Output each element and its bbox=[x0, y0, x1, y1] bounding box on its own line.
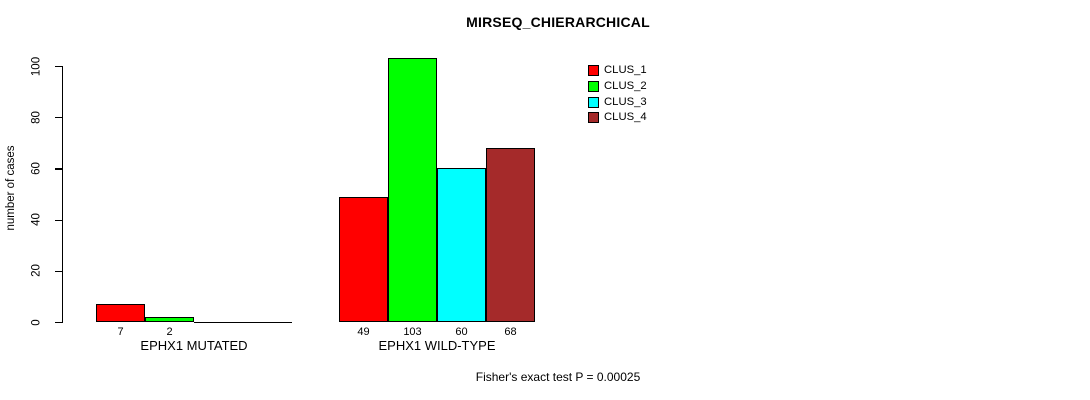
legend-label: CLUS_3 bbox=[604, 95, 647, 108]
bar-value-label: 2 bbox=[166, 326, 173, 338]
legend-label: CLUS_2 bbox=[604, 80, 647, 93]
bar-clus_1-group1 bbox=[339, 197, 388, 322]
x-group-label: EPHX1 WILD-TYPE bbox=[378, 338, 496, 353]
bar-clus_2-group0 bbox=[145, 317, 194, 322]
y-tick-mark bbox=[55, 117, 62, 119]
bar-clus_2-group1 bbox=[388, 58, 437, 322]
bar-value-label: 103 bbox=[403, 326, 422, 338]
y-axis-line bbox=[62, 66, 64, 323]
bar-value-label: 7 bbox=[117, 326, 124, 338]
legend-item: CLUS_2 bbox=[588, 79, 647, 95]
y-tick-mark bbox=[55, 168, 62, 170]
y-tick-label: 100 bbox=[30, 56, 43, 76]
bar-clus_1-group0 bbox=[96, 304, 145, 322]
y-tick-mark bbox=[55, 270, 62, 272]
legend-item: CLUS_1 bbox=[588, 63, 647, 79]
y-tick-label: 20 bbox=[30, 264, 43, 278]
y-tick-mark bbox=[55, 219, 62, 221]
bar-clus_3-group1 bbox=[437, 168, 486, 322]
legend-label: CLUS_4 bbox=[604, 111, 647, 124]
legend-swatch-clus_3 bbox=[588, 96, 599, 108]
y-tick-label: 40 bbox=[30, 213, 43, 226]
y-tick-mark bbox=[55, 322, 62, 324]
legend-item: CLUS_4 bbox=[588, 110, 647, 126]
legend-label: CLUS_1 bbox=[604, 64, 647, 77]
bar-value-label: 49 bbox=[357, 326, 370, 338]
y-tick-label: 0 bbox=[30, 318, 43, 326]
legend-swatch-clus_4 bbox=[588, 112, 599, 124]
y-tick-label: 80 bbox=[30, 110, 43, 124]
bar-clus_3-group0-zero bbox=[194, 322, 243, 323]
bar-value-label: 60 bbox=[455, 326, 468, 338]
bar-clus_4-group0-zero bbox=[243, 322, 292, 323]
bar-clus_4-group1 bbox=[486, 148, 535, 322]
x-group-label: EPHX1 MUTATED bbox=[140, 338, 248, 353]
legend-swatch-clus_1 bbox=[588, 65, 599, 77]
legend: CLUS_1 CLUS_2 CLUS_3 CLUS_4 bbox=[588, 63, 647, 126]
legend-swatch-clus_2 bbox=[588, 81, 599, 93]
bar-value-label: 68 bbox=[504, 326, 517, 338]
plot-title: MIRSEQ_CHIERARCHICAL bbox=[466, 14, 650, 30]
y-tick-mark bbox=[55, 66, 62, 68]
annotation-text: Fisher's exact test P = 0.00025 bbox=[475, 370, 641, 384]
legend-item: CLUS_3 bbox=[588, 94, 647, 110]
y-tick-label: 60 bbox=[30, 162, 43, 175]
